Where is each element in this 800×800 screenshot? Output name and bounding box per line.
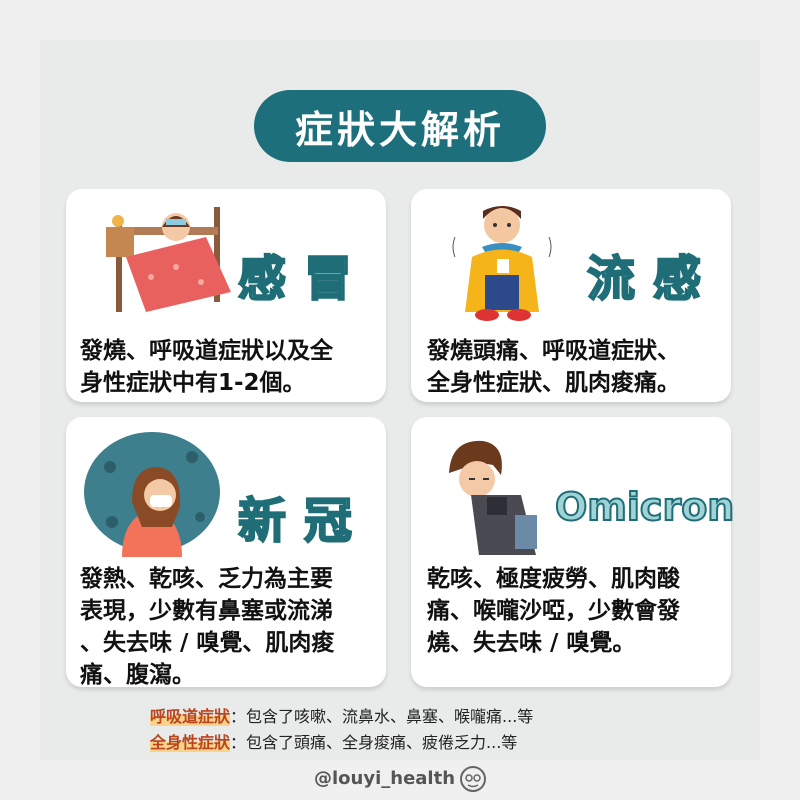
- card-name: Omicron: [554, 484, 735, 530]
- footnote-term: 呼吸道症狀: [150, 707, 231, 726]
- card-description: 發熱、乾咳、乏力為主要 表現，少數有鼻塞或流涕 、失去味 / 嗅覺、肌肉痠 痛、…: [80, 566, 335, 688]
- card-description: 乾咳、極度疲勞、肌肉酸 痛、喉嚨沙啞，少數會發 燒、失去味 / 嗅覺。: [427, 566, 680, 656]
- card-omicron: Omicron 乾咳、極度疲勞、肌肉酸 痛、喉嚨沙啞，少數會發 燒、失去味 / …: [411, 417, 735, 687]
- footnote-respiratory: 呼吸道症狀：包含了咳嗽、流鼻水、鼻塞、喉嚨痛...等: [150, 704, 533, 730]
- footnotes: 呼吸道症狀：包含了咳嗽、流鼻水、鼻塞、喉嚨痛...等 全身性症狀：包含了頭痛、全…: [150, 704, 533, 756]
- doctor-avatar-icon: [460, 766, 486, 792]
- card-description: 發燒、呼吸道症狀以及全 身性症狀中有1-2個。: [80, 338, 333, 396]
- footnote-text: ：包含了頭痛、全身痠痛、疲倦乏力...等: [230, 733, 518, 752]
- card-description: 發燒頭痛、呼吸道症狀、 全身性症狀、肌肉痠痛。: [427, 338, 680, 396]
- card-covid: 新冠 發熱、乾咳、乏力為主要 表現，少數有鼻塞或流涕 、失去味 / 嗅覺、肌肉痠…: [66, 417, 386, 688]
- masked-woman-illustration: [84, 432, 220, 557]
- card-flu: 流感 發燒頭痛、呼吸道症狀、 全身性症狀、肌肉痠痛。: [411, 189, 731, 402]
- page-title: 症狀大解析: [254, 90, 546, 162]
- card-cold: 感冒 發燒、呼吸道症狀以及全 身性症狀中有1-2個。: [66, 189, 386, 402]
- footnote-term: 全身性症狀: [150, 733, 231, 752]
- footnote-systemic: 全身性症狀：包含了頭痛、全身痠痛、疲倦乏力...等: [150, 730, 533, 756]
- sick-in-bed-illustration: [106, 207, 231, 312]
- account-handle: @louyi_health: [314, 768, 456, 789]
- card-name: 感冒: [237, 250, 371, 308]
- footnote-text: ：包含了咳嗽、流鼻水、鼻塞、喉嚨痛...等: [230, 707, 534, 726]
- card-name: 流感: [586, 250, 720, 308]
- tired-man-illustration: [449, 440, 537, 555]
- card-name: 新冠: [237, 492, 371, 550]
- shivering-man-illustration: [452, 206, 552, 321]
